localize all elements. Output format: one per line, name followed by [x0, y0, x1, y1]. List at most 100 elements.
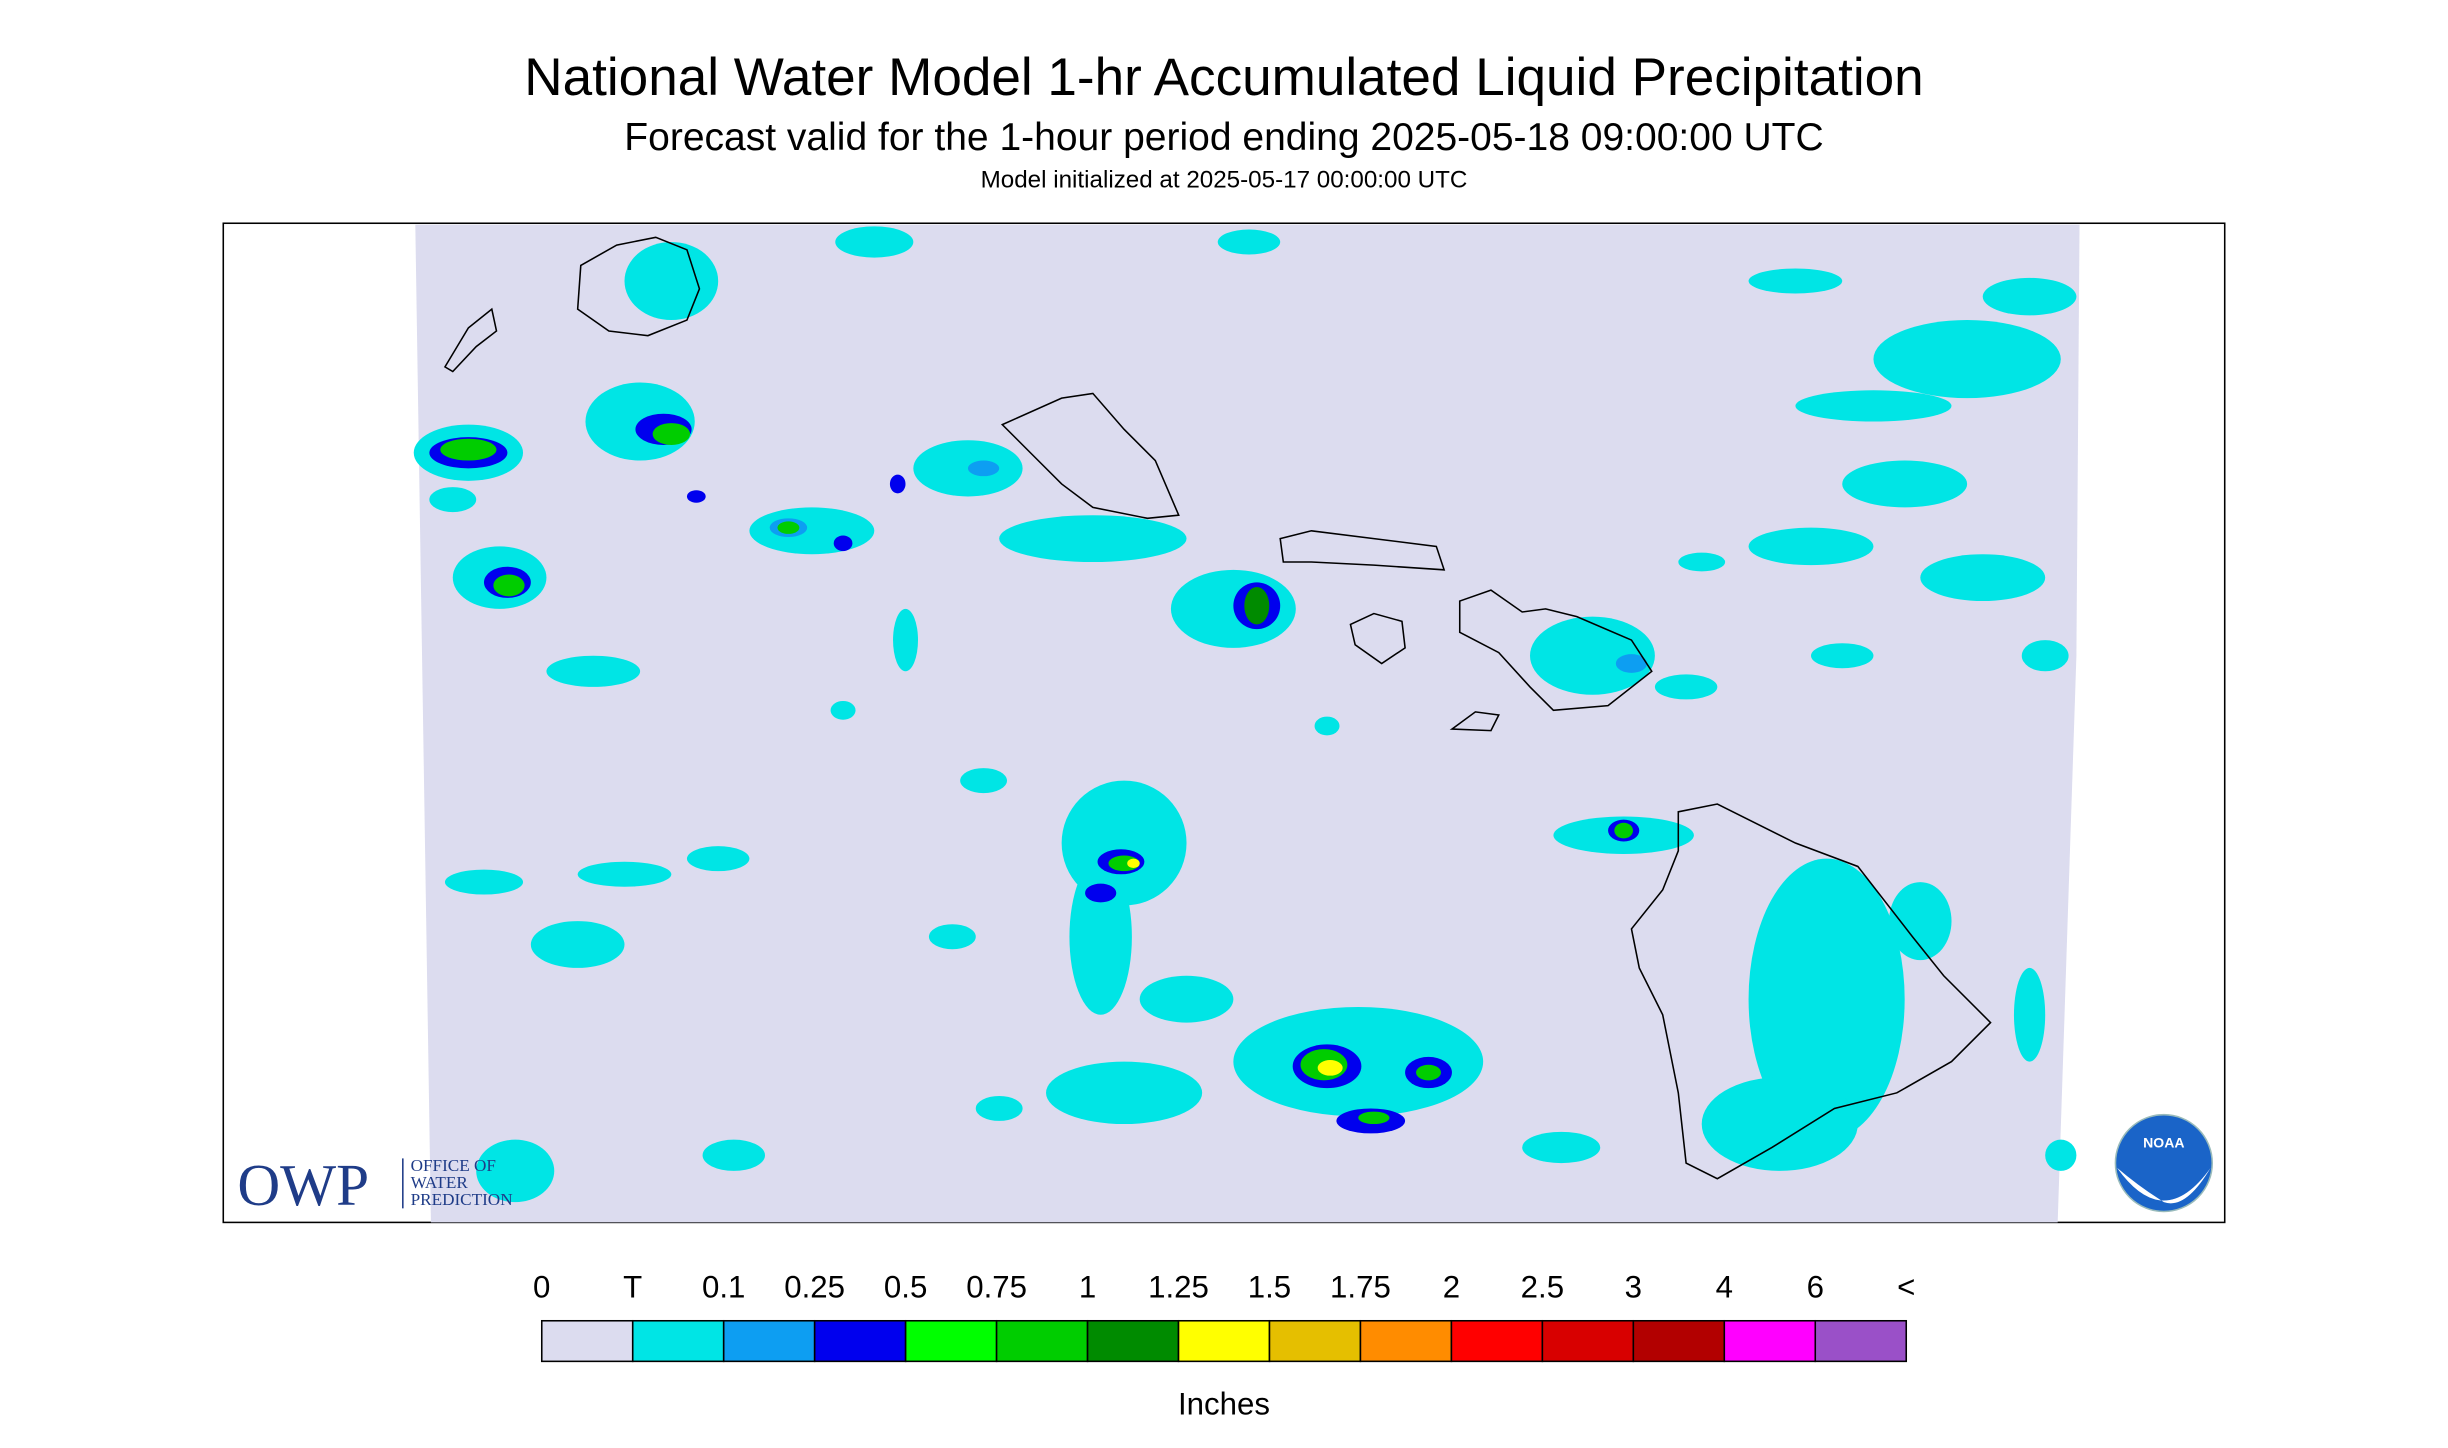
- legend-label: 1.25: [1148, 1269, 1209, 1304]
- owp-line: WATER: [411, 1173, 469, 1192]
- precip-area: [1358, 1111, 1390, 1125]
- precip-area: [1085, 883, 1117, 903]
- precip-area: [1701, 1077, 1858, 1171]
- precip-area: [1842, 460, 1968, 508]
- precip-area: [2045, 1139, 2077, 1171]
- precip-area: [1069, 858, 1132, 1015]
- precip-area: [1046, 1061, 1203, 1125]
- precipitation: [413, 226, 2077, 1203]
- precip-area: [686, 846, 750, 872]
- precip-area: [889, 474, 906, 494]
- noaa-circle: [2114, 1113, 2214, 1213]
- lanai: [1349, 612, 1406, 665]
- legend-label: 0.5: [884, 1269, 927, 1304]
- precip-area: [1317, 1060, 1343, 1076]
- precip-area: [429, 487, 477, 513]
- legend-swatch: [813, 1319, 907, 1363]
- legend-swatch: [1177, 1319, 1271, 1363]
- precip-area: [1748, 858, 1905, 1140]
- precip-area: [2021, 640, 2069, 672]
- legend-label: 3: [1625, 1269, 1642, 1304]
- legend: 0 T 0.1 0.25 0.5 0.75 1 1.25 1.5 1.75 2 2.5 3 4 6 <: [533, 1269, 1915, 1363]
- legend-swatch: [1086, 1319, 1180, 1363]
- legend-swatch: [1632, 1319, 1726, 1363]
- owp-text: OWP: [237, 1152, 369, 1218]
- precip-area: [777, 521, 800, 534]
- precip-area: [444, 869, 524, 895]
- oahu: [1000, 392, 1180, 520]
- precip-area: [577, 861, 672, 887]
- title: National Water Model 1-hr Accumulated Li…: [524, 48, 1923, 107]
- noaa-text: NOAA: [2143, 1134, 2184, 1150]
- precip-area: [1889, 882, 1952, 961]
- precip-area: [928, 924, 976, 950]
- precip-area: [1314, 716, 1340, 736]
- maui: [1458, 589, 1653, 712]
- island-outlines: [443, 236, 1992, 1180]
- init-time: Model initialized at 2025-05-17 00:00:00…: [981, 166, 1468, 193]
- legend-label: 2.5: [1521, 1269, 1564, 1304]
- precip-area: [1416, 1064, 1442, 1081]
- owp-line: PREDICTION: [411, 1190, 513, 1209]
- precip-area: [960, 768, 1007, 794]
- kauai: [576, 236, 701, 337]
- precip-area: [440, 438, 497, 461]
- legend-unit: Inches: [1178, 1386, 1270, 1421]
- precip-area: [833, 535, 853, 552]
- legend-swatch: [1723, 1319, 1817, 1363]
- legend-label: 0.25: [784, 1269, 845, 1304]
- precip-area: [999, 515, 1187, 563]
- precip-area: [1873, 320, 2061, 399]
- precip-area: [1982, 277, 2077, 316]
- legend-swatch: [995, 1319, 1089, 1363]
- owp-logo: OWP OFFICE OF WATER PREDICTION: [237, 1152, 512, 1218]
- legend-label: 2: [1443, 1269, 1460, 1304]
- kahoolawe: [1449, 711, 1500, 732]
- subtitle: Forecast valid for the 1-hour period end…: [624, 116, 1823, 159]
- precip-area: [1244, 587, 1270, 625]
- precip-area: [493, 574, 525, 597]
- precip-area: [1748, 268, 1843, 294]
- precip-area: [893, 608, 919, 672]
- precip-area: [1748, 527, 1874, 566]
- precip-area: [749, 507, 875, 555]
- legend-label: 1.75: [1330, 1269, 1391, 1304]
- precip-area: [830, 700, 856, 720]
- legend-label: 0.75: [966, 1269, 1027, 1304]
- precip-area: [1795, 390, 1952, 422]
- legend-swatch: [1814, 1319, 1908, 1363]
- molokai: [1279, 530, 1446, 571]
- precip-area: [476, 1139, 555, 1203]
- noaa-logo: NOAA: [2114, 1113, 2214, 1213]
- noaa-bird: [2116, 1167, 2211, 1204]
- legend-label: 0.1: [702, 1269, 745, 1304]
- precip-area: [702, 1139, 766, 1171]
- legend-label: <: [1897, 1269, 1915, 1304]
- precip-area: [1811, 643, 1874, 669]
- legend-swatch: [722, 1319, 816, 1363]
- precip-area: [530, 921, 625, 968]
- precip-area: [624, 241, 719, 321]
- precip-area: [652, 423, 691, 445]
- legend-swatch: [1541, 1319, 1635, 1363]
- precip-area: [1139, 975, 1234, 1023]
- precip-area: [1615, 654, 1648, 673]
- legend-label: 6: [1807, 1269, 1824, 1304]
- legend-label: 0: [533, 1269, 550, 1304]
- model-domain: [415, 224, 2080, 1223]
- legend-label: 1: [1079, 1269, 1096, 1304]
- precip-area: [1127, 858, 1140, 869]
- legend-label: 1.5: [1248, 1269, 1291, 1304]
- owp-line: OFFICE OF: [411, 1156, 496, 1175]
- precip-area: [967, 460, 1000, 477]
- precip-area: [1217, 229, 1281, 255]
- precip-area: [2013, 967, 2046, 1062]
- precip-area: [975, 1095, 1023, 1121]
- precip-area: [1654, 674, 1718, 700]
- legend-swatch: [1268, 1319, 1362, 1363]
- precip-area: [835, 226, 914, 258]
- legend-swatch: [904, 1319, 998, 1363]
- precip-area: [1522, 1131, 1601, 1164]
